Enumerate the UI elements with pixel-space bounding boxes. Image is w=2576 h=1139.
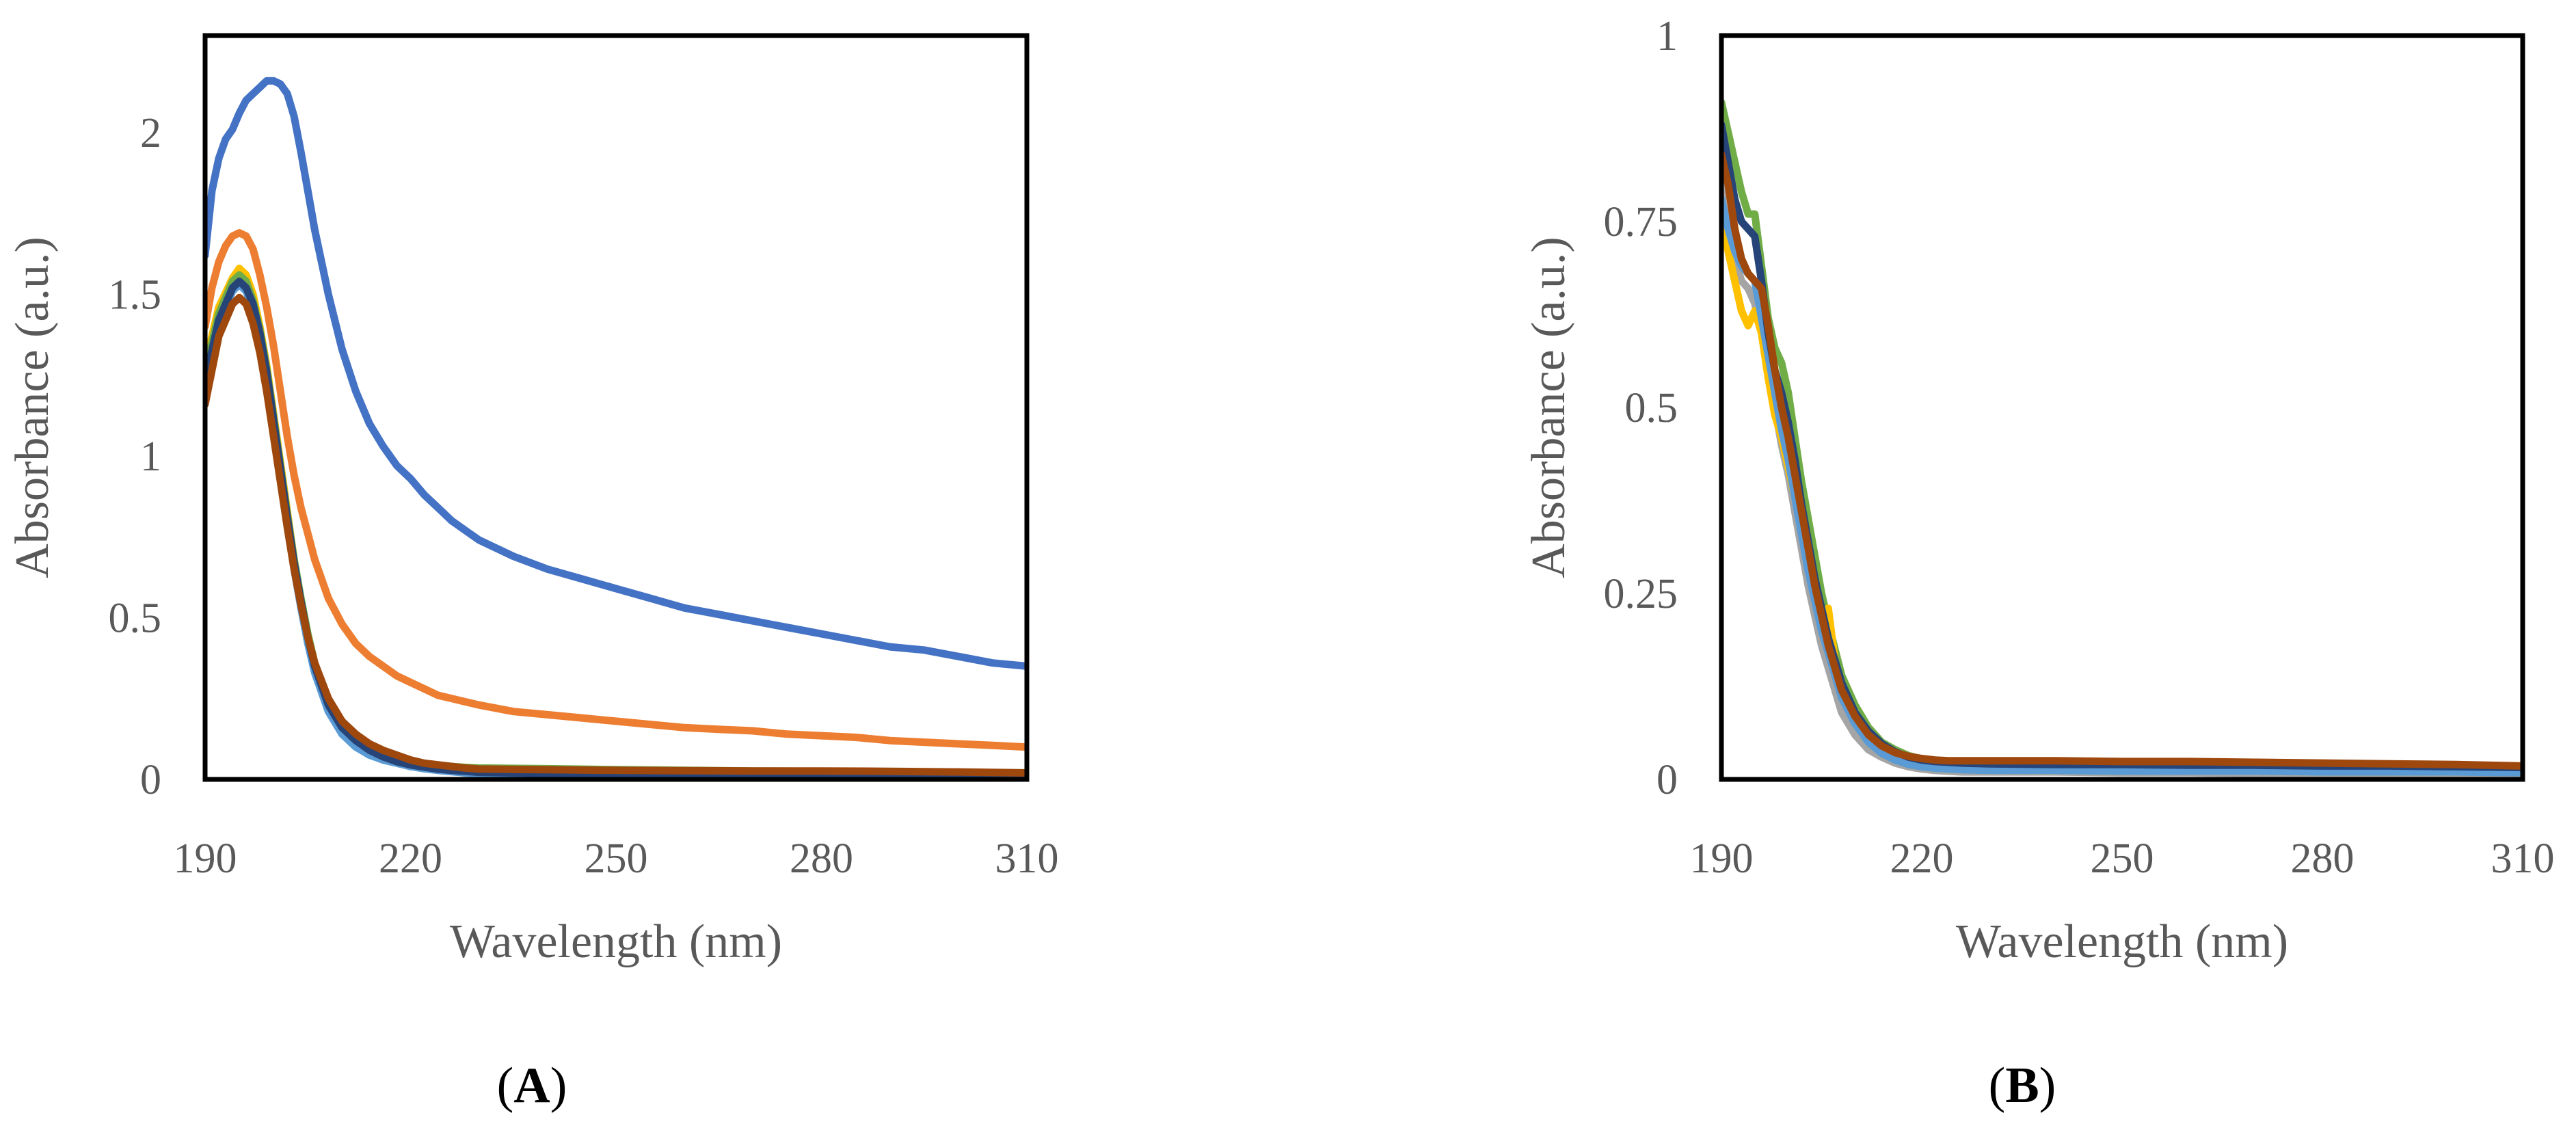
panel-b-x-tick-label: 250 xyxy=(2091,835,2154,882)
panel-a-x-tick-label: 280 xyxy=(790,835,853,882)
panel-a: 0 0.5 1 1.5 2 190 220 250 280 310 Wavelength (nm… xyxy=(6,33,1059,1114)
panel-b-y-ticks: 0 0.25 0.5 0.75 1 xyxy=(1604,13,1678,803)
panel-a-y-tick-label: 2 xyxy=(140,110,161,157)
panel-b-y-axis-title: Absorbance (a.u.) xyxy=(1522,237,1575,578)
panel-b-plot-frame xyxy=(1719,33,2525,782)
panel-b-y-tick-label: 1 xyxy=(1656,13,1678,59)
panel-b-x-ticks: 190 220 250 280 310 xyxy=(1690,835,2555,882)
panel-b-y-tick-label: 0 xyxy=(1656,757,1678,803)
panel-b-series-navy-line xyxy=(1721,121,2523,772)
panel-b-label-letter: B xyxy=(2005,1058,2039,1114)
panel-a-x-ticks: 190 220 250 280 310 xyxy=(174,835,1059,882)
panel-b-series-green-line xyxy=(1721,98,2523,773)
panel-b-x-tick-label: 310 xyxy=(2491,835,2555,882)
panel-b-label: (B) xyxy=(1989,1058,2056,1114)
panel-a-series-blue-line xyxy=(205,77,1027,670)
panel-a-series-orange-line xyxy=(205,229,1027,751)
panel-a-y-tick-label: 0.5 xyxy=(109,595,162,641)
panel-a-y-tick-label: 1.5 xyxy=(109,271,162,318)
panel-a-series xyxy=(205,77,1027,779)
panel-b-series xyxy=(1721,98,2523,778)
panel-a-y-ticks: 0 0.5 1 1.5 2 xyxy=(109,110,162,803)
panel-b-y-tick-label: 0.5 xyxy=(1625,385,1678,431)
panel-a-plot-frame xyxy=(202,33,1030,782)
panel-a-x-tick-label: 190 xyxy=(174,835,237,882)
panel-b-x-tick-label: 220 xyxy=(1890,835,1954,882)
panel-a-y-tick-label: 1 xyxy=(140,433,161,480)
panel-b: 0 0.25 0.5 0.75 1 190 220 250 280 310 Wavelength… xyxy=(1522,13,2555,1114)
panel-a-label-letter: A xyxy=(513,1058,550,1114)
panel-b-x-tick-label: 280 xyxy=(2291,835,2354,882)
panel-b-x-axis-title: Wavelength (nm) xyxy=(1956,915,2288,968)
panel-a-x-tick-label: 310 xyxy=(995,835,1059,882)
panel-a-x-tick-label: 220 xyxy=(379,835,442,882)
panel-b-y-tick-label: 0.75 xyxy=(1604,199,1678,245)
panel-a-y-axis-title: Absorbance (a.u.) xyxy=(6,237,59,578)
panel-b-y-tick-label: 0.25 xyxy=(1604,571,1678,617)
panel-b-x-tick-label: 190 xyxy=(1690,835,1754,882)
panel-a-x-tick-label: 250 xyxy=(585,835,648,882)
panel-b-series-brown-line xyxy=(1721,150,2523,770)
panel-a-label: (A) xyxy=(497,1058,567,1114)
panel-a-y-tick-label: 0 xyxy=(140,757,161,803)
panel-a-series-navy-line xyxy=(205,278,1027,779)
panel-a-x-axis-title: Wavelength (nm) xyxy=(450,915,782,968)
panel-a-series-brown-line xyxy=(205,293,1027,777)
